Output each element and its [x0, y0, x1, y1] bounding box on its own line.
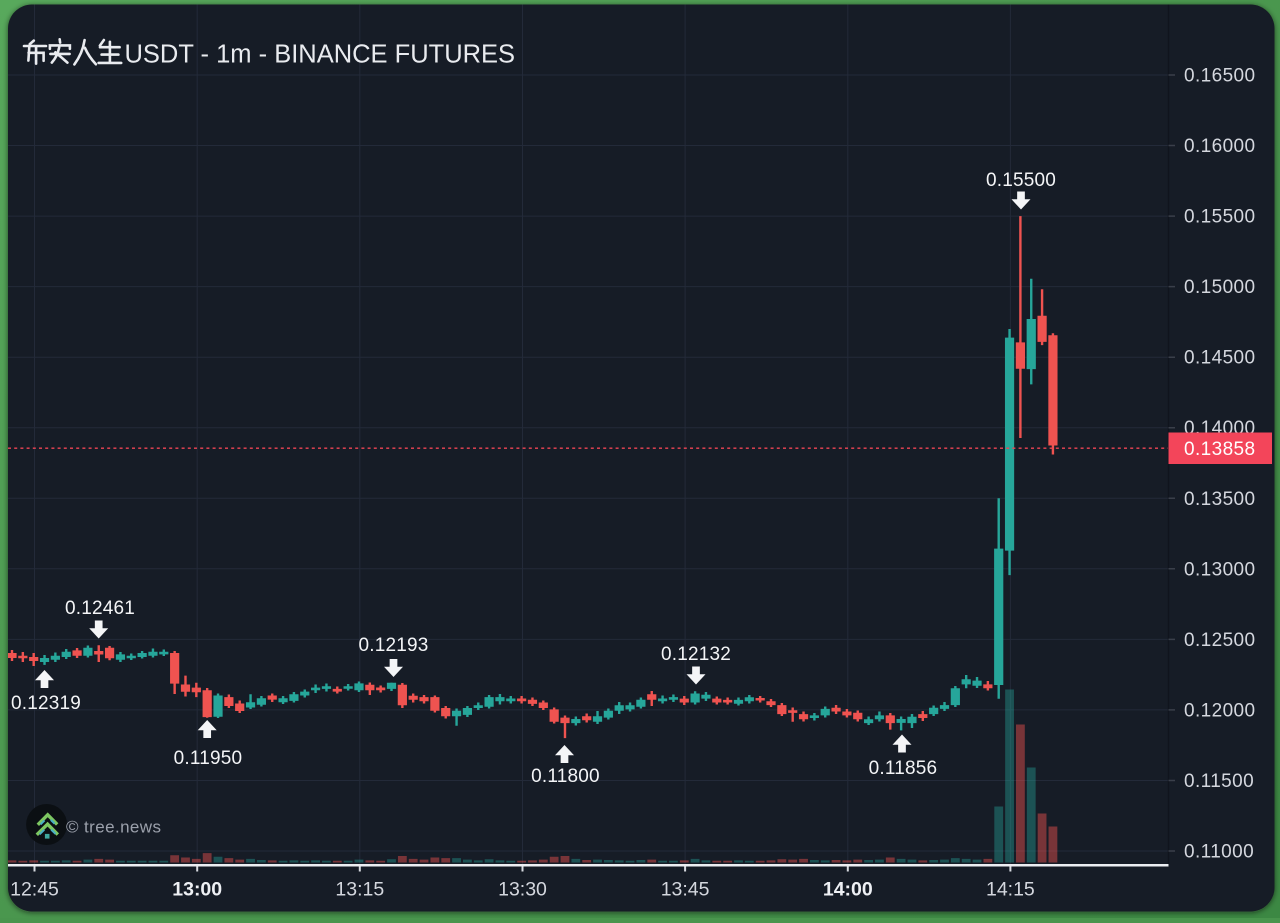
- svg-text:0.12500: 0.12500: [1184, 630, 1255, 651]
- svg-text:0.13000: 0.13000: [1184, 559, 1255, 580]
- svg-text:0.16500: 0.16500: [1184, 66, 1255, 87]
- svg-text:14:15: 14:15: [986, 879, 1035, 901]
- svg-text:USDT - 1m - BINANCE FUTURES: USDT - 1m - BINANCE FUTURES: [125, 41, 516, 69]
- svg-text:13:00: 13:00: [172, 879, 222, 901]
- svg-text:0.12319: 0.12319: [11, 693, 81, 714]
- svg-text:0.15500: 0.15500: [1184, 207, 1255, 228]
- svg-text:0.15500: 0.15500: [986, 170, 1056, 191]
- svg-text:0.11856: 0.11856: [869, 758, 938, 779]
- svg-text:0.12132: 0.12132: [661, 644, 731, 665]
- svg-text:12:45: 12:45: [10, 879, 59, 901]
- svg-text:0.12461: 0.12461: [65, 598, 135, 619]
- svg-text:© tree.news: © tree.news: [66, 818, 161, 837]
- svg-text:0.14500: 0.14500: [1184, 348, 1255, 369]
- svg-text:0.15000: 0.15000: [1184, 277, 1255, 298]
- svg-text:13:30: 13:30: [498, 879, 547, 901]
- svg-text:0.11500: 0.11500: [1184, 771, 1254, 792]
- svg-text:0.11950: 0.11950: [174, 748, 243, 769]
- svg-text:0.13858: 0.13858: [1184, 439, 1255, 460]
- svg-text:14:00: 14:00: [823, 879, 873, 901]
- svg-text:0.12000: 0.12000: [1184, 700, 1255, 721]
- svg-text:13:15: 13:15: [335, 879, 384, 901]
- svg-text:0.11000: 0.11000: [1184, 842, 1254, 863]
- svg-text:0.16000: 0.16000: [1184, 136, 1255, 157]
- svg-text:13:45: 13:45: [661, 879, 710, 901]
- svg-text:0.11800: 0.11800: [531, 766, 600, 787]
- svg-text:0.13500: 0.13500: [1184, 489, 1255, 510]
- svg-text:0.12193: 0.12193: [358, 635, 428, 656]
